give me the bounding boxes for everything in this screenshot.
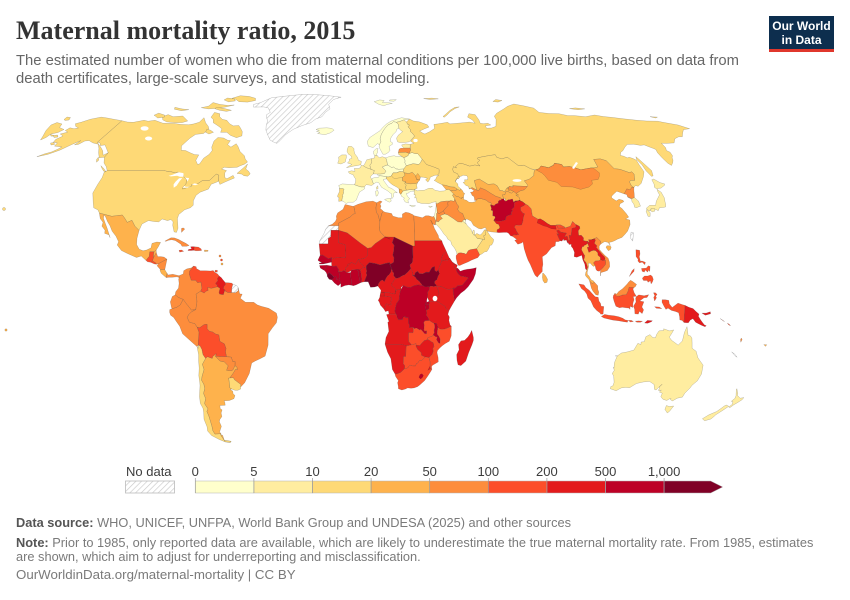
svg-text:10: 10 — [305, 464, 319, 479]
svg-text:1,000: 1,000 — [648, 464, 681, 479]
svg-text:20: 20 — [364, 464, 378, 479]
svg-text:5: 5 — [250, 464, 257, 479]
svg-text:500: 500 — [595, 464, 617, 479]
svg-text:200: 200 — [536, 464, 558, 479]
svg-text:50: 50 — [422, 464, 436, 479]
svg-text:No data: No data — [126, 464, 172, 479]
svg-text:100: 100 — [477, 464, 499, 479]
svg-text:0: 0 — [192, 464, 199, 479]
